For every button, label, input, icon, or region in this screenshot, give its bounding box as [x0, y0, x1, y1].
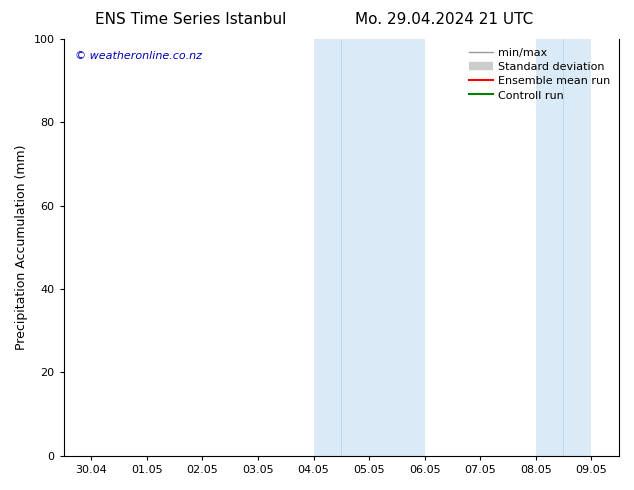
Y-axis label: Precipitation Accumulation (mm): Precipitation Accumulation (mm) [15, 145, 28, 350]
Text: ENS Time Series Istanbul: ENS Time Series Istanbul [94, 12, 286, 27]
Legend: min/max, Standard deviation, Ensemble mean run, Controll run: min/max, Standard deviation, Ensemble me… [465, 44, 614, 104]
Bar [536, 39, 564, 456]
Text: © weatheronline.co.nz: © weatheronline.co.nz [75, 51, 202, 61]
Bar [564, 39, 592, 456]
Bar [341, 39, 425, 456]
Text: Mo. 29.04.2024 21 UTC: Mo. 29.04.2024 21 UTC [354, 12, 533, 27]
Bar [314, 39, 341, 456]
